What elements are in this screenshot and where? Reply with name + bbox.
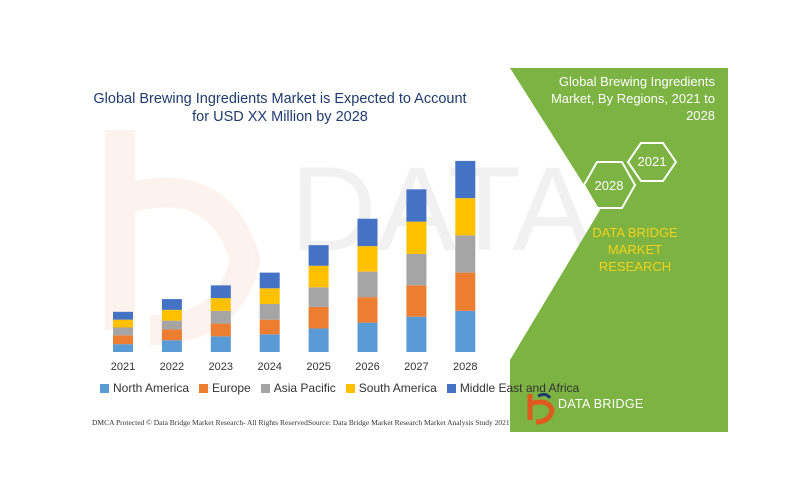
x-tick-label: 2027 — [404, 361, 428, 373]
legend-label: Asia Pacific — [273, 381, 336, 395]
bar-2027-north-america — [406, 316, 427, 352]
bar-2025-europe — [308, 306, 329, 329]
legend-label: South America — [358, 381, 437, 395]
bar-2021-middle-east-and-africa — [113, 311, 133, 320]
hex-label-2028: 2028 — [594, 178, 624, 193]
bar-2026-south-america — [357, 246, 378, 272]
bar-2024-europe — [259, 319, 280, 335]
watermark: DATA — [105, 130, 592, 345]
brand-name: DATA BRIDGE MARKET RESEARCH — [592, 225, 678, 274]
footer-copyright: DMCA Protected © Data Bridge Market Rese… — [92, 418, 310, 427]
legend-swatch — [260, 383, 270, 393]
bar-2026-asia-pacific — [357, 271, 378, 298]
bar-2027-europe — [406, 285, 427, 317]
bar-2023-europe — [210, 323, 231, 337]
bar-2023-north-america — [210, 336, 231, 352]
bar-2021-south-america — [113, 319, 133, 328]
bar-2025-asia-pacific — [308, 287, 329, 307]
hexagon-icon — [626, 142, 678, 182]
hexagon-icon — [582, 161, 637, 209]
bar-2023-middle-east-and-africa — [210, 285, 231, 299]
bar-2024-middle-east-and-africa — [259, 272, 280, 289]
bar-2024-asia-pacific — [259, 303, 280, 320]
bar-2024-south-america — [259, 288, 280, 304]
chart-title: Global Brewing Ingredients Market is Exp… — [93, 91, 467, 125]
hex-label-2021: 2021 — [637, 154, 667, 169]
logo-icon — [527, 392, 555, 425]
bar-2028-middle-east-and-africa — [455, 160, 476, 199]
bar-2022-south-america — [161, 309, 182, 321]
bar-2021-north-america — [113, 344, 133, 352]
bar-2022-north-america — [161, 340, 182, 352]
bar-2026-europe — [357, 297, 378, 323]
x-tick-label: 2025 — [306, 361, 330, 373]
bar-2026-north-america — [357, 322, 378, 352]
legend-item-north-america: North America — [100, 381, 189, 395]
bar-2028-south-america — [455, 198, 476, 236]
bar-2021-europe — [113, 335, 133, 345]
bar-2022-asia-pacific — [161, 320, 182, 330]
panel-heading: Global Brewing Ingredients Market, By Re… — [550, 74, 715, 123]
legend-swatch — [100, 383, 109, 393]
legend: North America Europe Asia Pacific South … — [100, 380, 579, 396]
legend-swatch — [446, 383, 456, 393]
legend-item-europe: Europe — [199, 381, 251, 395]
bar-2025-north-america — [308, 328, 329, 352]
bar-2027-south-america — [406, 221, 427, 254]
svg-text:DATA: DATA — [290, 142, 592, 276]
bar-2023-asia-pacific — [210, 310, 231, 324]
legend-swatch — [199, 383, 209, 393]
legend-swatch — [345, 383, 355, 393]
bar-2028-europe — [455, 272, 476, 311]
x-tick-label: 2021 — [111, 361, 135, 373]
x-tick-label: 2028 — [453, 361, 477, 373]
legend-item-mea: Middle East and Africa — [446, 381, 580, 395]
legend-label: North America — [113, 381, 190, 395]
bar-2028-asia-pacific — [455, 235, 476, 273]
x-tick-label: 2022 — [160, 361, 184, 373]
bar-2026-middle-east-and-africa — [357, 218, 378, 247]
bar-2028-north-america — [455, 310, 476, 352]
bar-2022-europe — [161, 329, 182, 341]
bar-2024-north-america — [259, 334, 280, 352]
bar-2025-south-america — [308, 265, 329, 288]
x-tick-label: 2026 — [355, 361, 379, 373]
bar-2021-asia-pacific — [113, 327, 133, 336]
legend-label: Europe — [212, 381, 251, 395]
logo-text: DATA BRIDGE — [558, 397, 644, 411]
footer-source: Source: Data Bridge Market Research Mark… — [308, 418, 510, 427]
bar-2023-south-america — [210, 298, 231, 311]
bar-2027-middle-east-and-africa — [406, 189, 427, 222]
x-ticks: 2021 2022 2023 2024 2025 2026 2027 2028 — [111, 361, 478, 373]
legend-item-asia-pacific: Asia Pacific — [260, 381, 336, 395]
legend-item-south-america: South America — [345, 381, 437, 395]
bar-2022-middle-east-and-africa — [161, 299, 182, 310]
bar-2027-asia-pacific — [406, 254, 427, 286]
legend-label: Middle East and Africa — [459, 381, 580, 395]
x-tick-label: 2024 — [257, 361, 281, 373]
x-tick-label: 2023 — [209, 361, 233, 373]
bar-2025-middle-east-and-africa — [308, 245, 329, 266]
bars-group — [113, 160, 476, 352]
